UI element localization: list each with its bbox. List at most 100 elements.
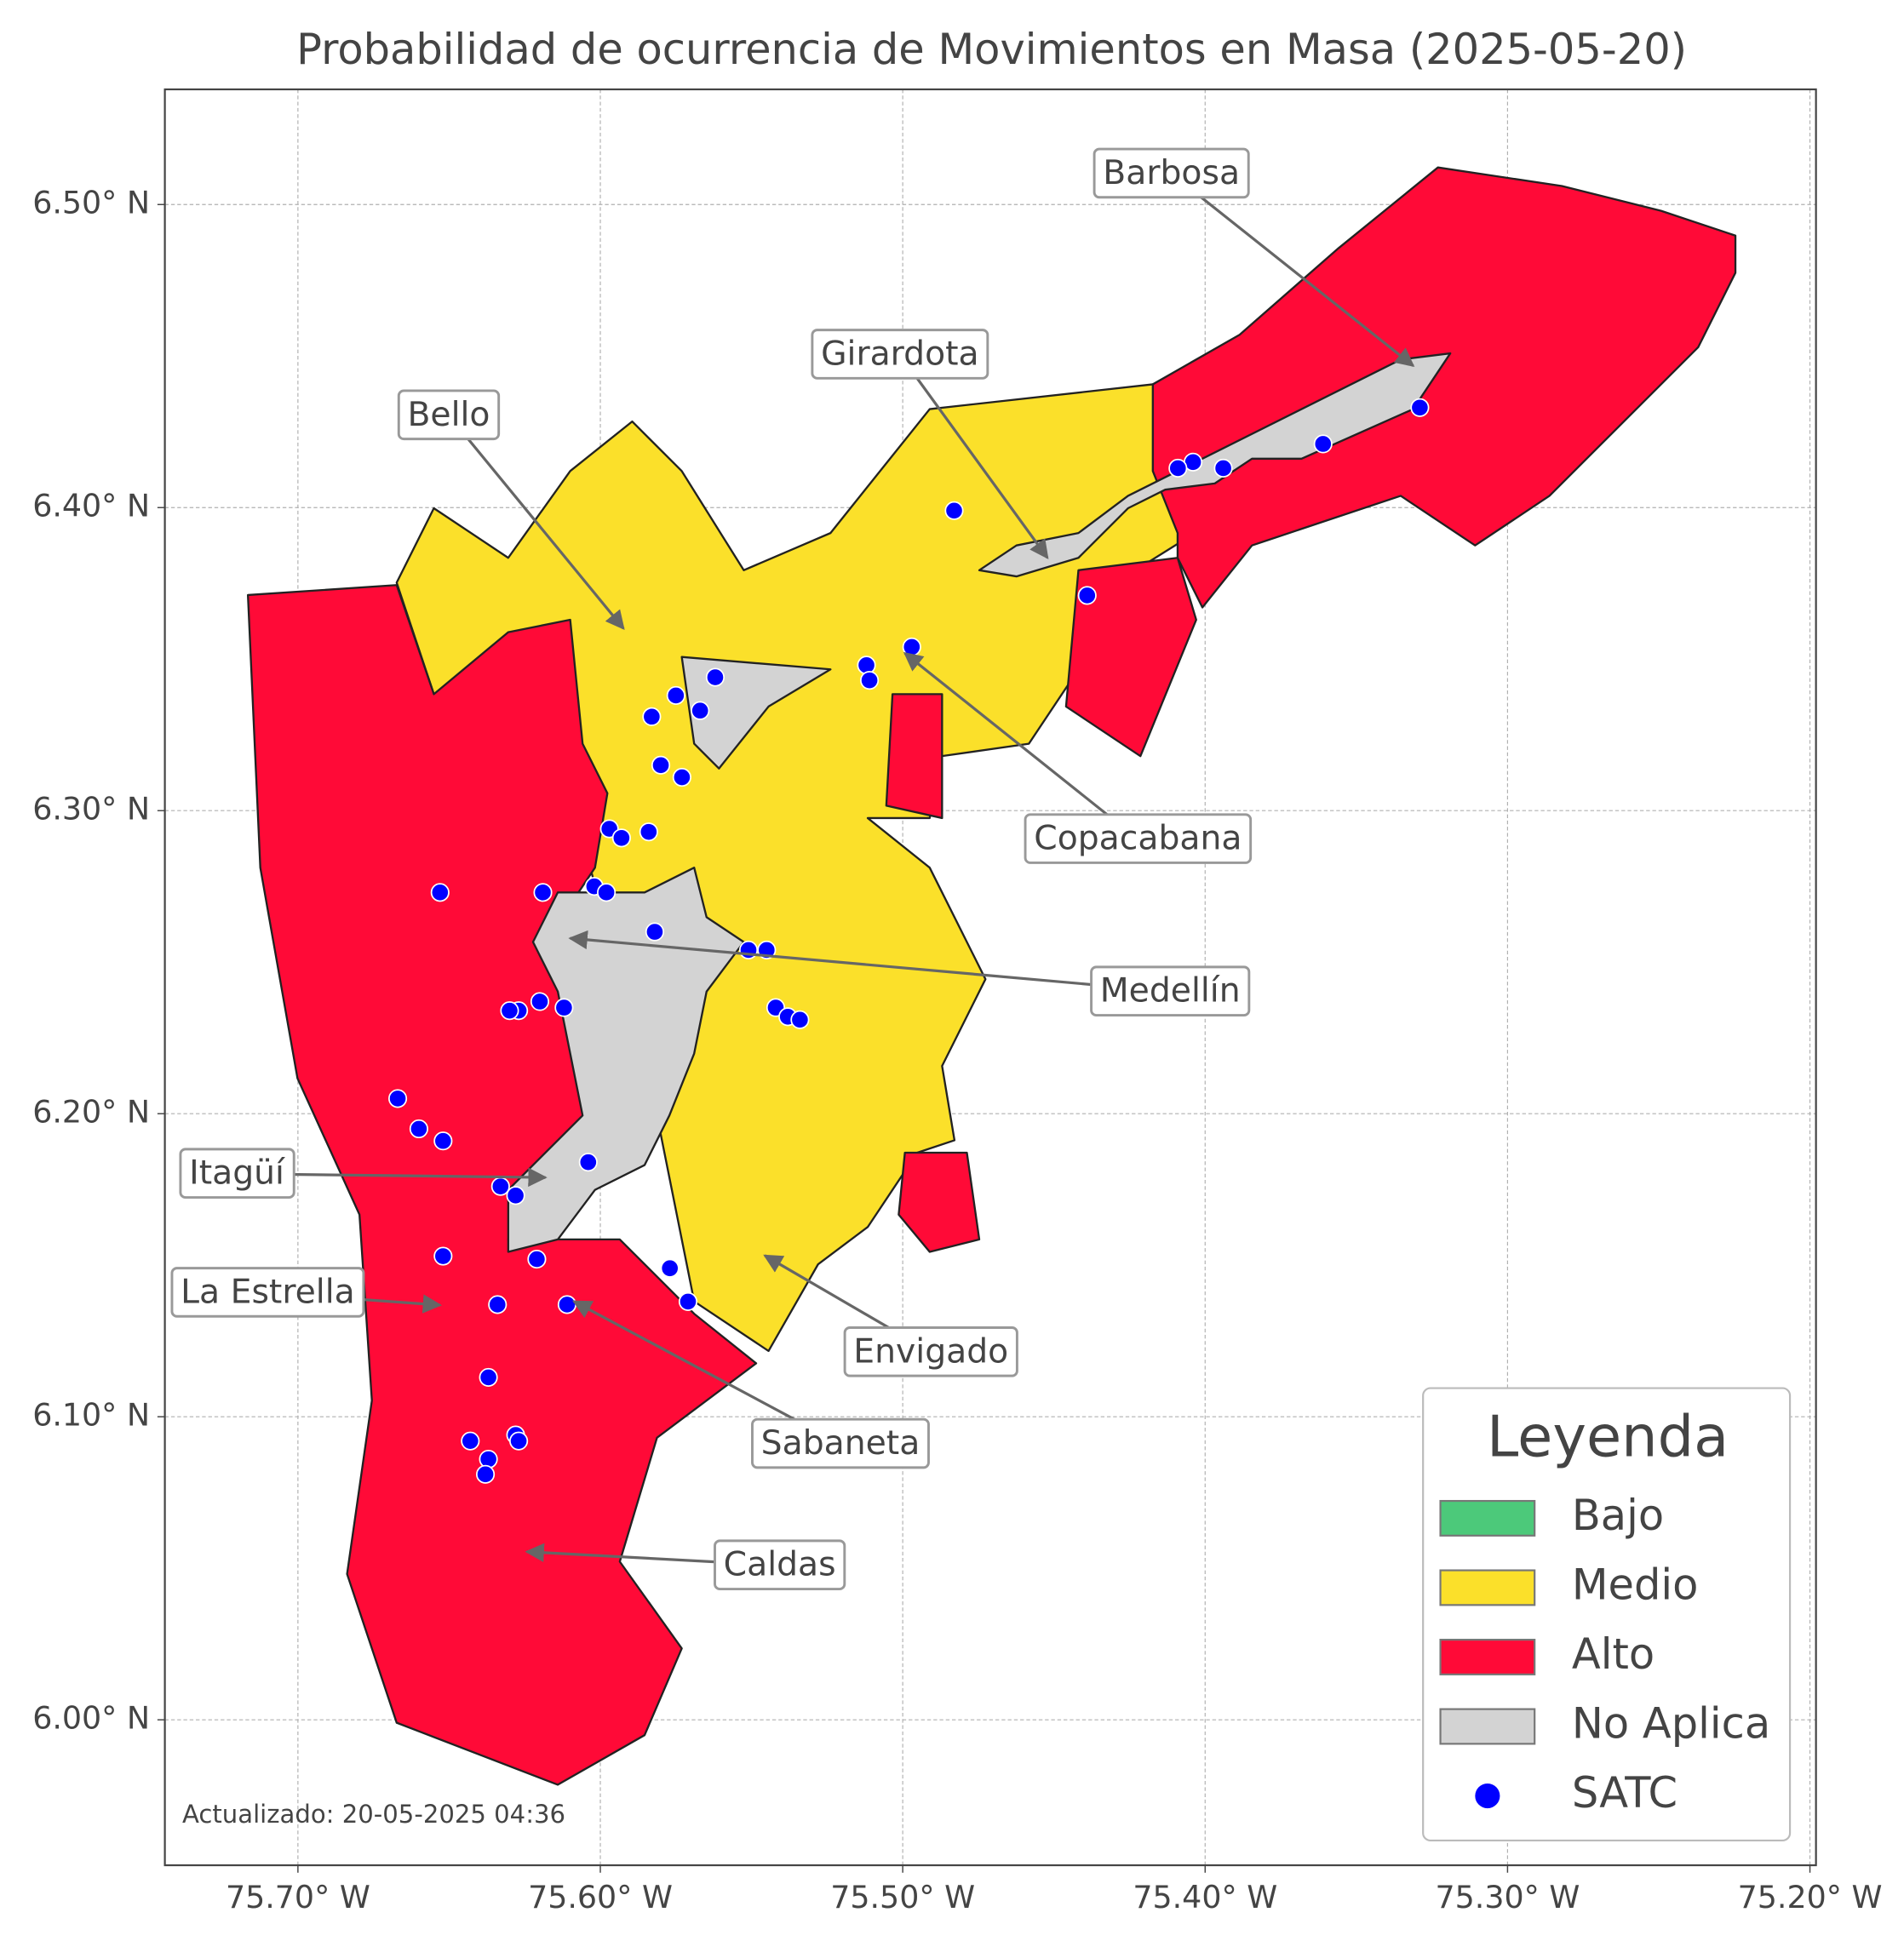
satc-point [666,685,685,706]
plot-frame [163,88,1817,1867]
satc-point [578,1153,598,1172]
y-tick-label: 6.00° N [32,1700,150,1737]
satc-point [554,998,574,1017]
region-no-aplica [507,867,745,1253]
satc-point [738,940,759,960]
legend-label: Bajo [1572,1491,1664,1540]
satc-point [645,922,664,942]
satc-point [490,1177,510,1196]
satc-point [691,701,710,720]
annotation-label: Girardota [821,335,979,373]
x-tick-label: 75.60° W [528,1879,673,1915]
annotation-box [170,1267,365,1318]
satc-point [857,656,876,675]
satc-point [500,1001,519,1021]
legend-label: Alto [1572,1629,1655,1679]
satc-point [944,501,964,520]
satc-point [790,1010,810,1029]
satc-point [475,1464,496,1484]
annotation-arrow [447,414,625,630]
annotation-arrow [903,651,1139,840]
legend-label: No Aplica [1572,1698,1770,1748]
x-tick-label: 75.20° W [1738,1879,1883,1915]
annotation-label: Copacabana [1034,820,1242,858]
y-tick-label: 6.30° N [32,791,150,827]
legend-swatch [1439,1708,1536,1745]
satc-point [430,883,450,902]
satc-point [388,1089,408,1108]
annotation-box [1090,965,1251,1016]
legend-label: Medio [1572,1560,1699,1609]
x-tick-label: 75.70° W [226,1879,370,1915]
annotation-label: Itagüí [189,1154,285,1193]
x-tick-label: 75.50° W [830,1879,975,1915]
satc-point [672,767,691,787]
legend-swatch [1439,1569,1536,1606]
annotation-arrow [1170,172,1415,367]
satc-point [651,755,671,775]
satc-point [557,1295,577,1314]
legend-title: Leyenda [1487,1403,1729,1469]
satc-point [527,1250,547,1269]
satc-point [433,1246,453,1266]
legend-marker [1475,1783,1500,1809]
satc-point [488,1295,508,1314]
region-alto [1064,557,1197,758]
satc-point [597,883,617,902]
annotation-box [811,329,989,380]
map-title: Probabilidad de ocurrencia de Movimiento… [296,25,1687,74]
satc-point [509,1431,529,1451]
region-alto [898,1151,981,1253]
satc-point [642,707,662,726]
annotation-label: Barbosa [1103,154,1240,192]
satc-point [1410,398,1430,417]
satc-point [1168,458,1188,478]
annotation-arrow [898,353,1049,560]
y-tick-label: 6.50° N [32,185,150,221]
satc-point [1313,434,1333,454]
satc-point [660,1258,680,1278]
annotation-box [1093,147,1250,199]
annotation-label: La Estrella [181,1273,355,1311]
satc-point [506,1186,525,1205]
legend-label: SATC [1572,1768,1677,1818]
satc-point [611,828,631,848]
satc-point [530,992,550,1011]
annotation-label: Bello [407,396,490,434]
annotation-box [843,1326,1018,1377]
y-tick-label: 6.40° N [32,488,150,524]
annotation-box [1024,813,1253,864]
legend-swatch [1439,1499,1536,1537]
footnote: Actualizado: 20-05-2025 04:36 [182,1800,565,1829]
y-tick-label: 6.10° N [32,1397,150,1434]
satc-points [388,398,1430,1484]
satc-point [533,883,553,902]
legend: Leyenda Bajo Medio Alto No Aplica SATC [1422,1387,1792,1842]
satc-point [639,822,658,842]
annotation-label: Envigado [853,1332,1008,1371]
x-tick-label: 75.40° W [1133,1879,1277,1915]
annotation-box [179,1148,295,1199]
satc-point [461,1431,480,1451]
x-tick-label: 75.30° W [1435,1879,1580,1915]
satc-point [409,1119,428,1139]
annotation-box [397,389,501,441]
satc-point [678,1291,698,1311]
annotation-arrow [568,930,1171,993]
satc-point [1213,458,1233,478]
satc-point [433,1131,453,1151]
satc-point [479,1367,498,1387]
annotation-label: Sabaneta [761,1424,920,1463]
y-tick-label: 6.20° N [32,1094,150,1131]
satc-point [1077,586,1097,605]
satc-point [705,667,725,687]
satc-point [860,671,880,690]
annotation-box [714,1539,846,1590]
annotation-label: Medellín [1100,972,1241,1011]
satc-point [479,1449,498,1469]
legend-swatch [1439,1639,1536,1675]
region-alto [885,693,943,820]
annotation-box [751,1417,930,1469]
annotations: Barbosa Girardota Bello Copacabana Medellín I… [170,147,1415,1590]
